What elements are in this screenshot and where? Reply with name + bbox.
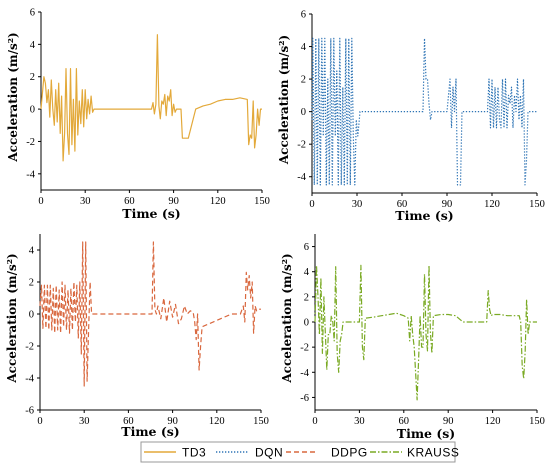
x-axis-title: Time (s) bbox=[122, 206, 180, 221]
x-tick-label: 30 bbox=[354, 416, 365, 427]
y-tick-label: 0 bbox=[304, 318, 309, 329]
y-tick-label: 4 bbox=[301, 42, 307, 53]
x-tick-label: 60 bbox=[124, 196, 135, 207]
x-tick-label: 150 bbox=[529, 416, 545, 427]
y-tick-label: -6 bbox=[25, 406, 34, 417]
y-tick-label: -4 bbox=[26, 169, 35, 180]
y-tick-label: 0 bbox=[301, 107, 306, 118]
x-tick-label: 30 bbox=[79, 416, 90, 427]
y-tick-label: -2 bbox=[297, 140, 306, 151]
y-axis-title: Acceleration (m/s²) bbox=[280, 253, 294, 383]
y-tick-label: -2 bbox=[26, 137, 35, 148]
legend: TD3 DQN DDPG KRAUSS bbox=[140, 441, 459, 463]
y-tick-label: -2 bbox=[300, 343, 309, 354]
y-axis-title: Acceleration (m/s²) bbox=[5, 253, 19, 383]
y-tick-label: 6 bbox=[301, 10, 306, 21]
x-tick-label: 0 bbox=[38, 196, 43, 207]
y-tick-label: 4 bbox=[29, 246, 35, 257]
x-tick-label: 120 bbox=[210, 196, 226, 207]
x-tick-label: 120 bbox=[484, 199, 500, 210]
x-tick-label: 60 bbox=[397, 199, 408, 210]
y-tick-label: 4 bbox=[30, 40, 36, 51]
y-tick-label: -4 bbox=[297, 172, 306, 183]
chart-panel-3: 0 30 60 90 120 150 4 2 0 -2 -4 -6 Time (s) Accelerati… bbox=[5, 234, 269, 439]
x-tick-label: 0 bbox=[37, 416, 42, 427]
x-tick-label: 120 bbox=[485, 416, 501, 427]
x-axis-title: Time (s) bbox=[397, 426, 455, 441]
x-tick-label: 120 bbox=[209, 416, 225, 427]
y-tick-label: 2 bbox=[29, 278, 34, 289]
legend-label-krauss: KRAUSS bbox=[407, 446, 459, 460]
y-tick-label: -6 bbox=[300, 393, 309, 404]
x-tick-label: 60 bbox=[399, 416, 410, 427]
y-tick-label: 6 bbox=[30, 8, 35, 19]
legend-label-ddpg: DDPG bbox=[331, 446, 368, 460]
x-axis-title: Time (s) bbox=[395, 208, 453, 223]
series-line-ddpg bbox=[39, 241, 261, 387]
y-tick-label: 2 bbox=[301, 75, 306, 86]
x-tick-label: 30 bbox=[352, 199, 363, 210]
x-tick-label: 30 bbox=[80, 196, 91, 207]
chart-panel-2: 0 30 60 90 120 150 6 4 2 0 -2 -4 Time (s) Acceleratio… bbox=[277, 10, 545, 224]
x-tick-label: 90 bbox=[443, 416, 454, 427]
x-tick-label: 0 bbox=[312, 416, 317, 427]
y-axis-title: Acceleration (m/s²) bbox=[6, 32, 20, 162]
x-tick-label: 150 bbox=[529, 199, 545, 210]
x-tick-label: 60 bbox=[123, 416, 134, 427]
series-line-dqn bbox=[311, 37, 537, 186]
x-tick-label: 90 bbox=[442, 199, 453, 210]
y-tick-label: -4 bbox=[25, 374, 34, 385]
series-line-krauss bbox=[314, 264, 537, 401]
x-axis-title: Time (s) bbox=[121, 424, 179, 439]
chart-panel-1: 0 30 60 90 120 150 6 4 2 0 -2 -4 Time (s) Acceleratio… bbox=[6, 8, 270, 222]
y-tick-label: 0 bbox=[30, 105, 35, 116]
legend-label-dqn: DQN bbox=[255, 446, 283, 460]
y-tick-label: 2 bbox=[30, 72, 35, 83]
series-line-td3 bbox=[40, 34, 262, 162]
x-tick-label: 150 bbox=[253, 416, 269, 427]
y-tick-label: 6 bbox=[304, 242, 309, 253]
y-tick-label: 0 bbox=[29, 310, 34, 321]
y-tick-label: 2 bbox=[304, 292, 309, 303]
y-tick-label: 4 bbox=[304, 267, 310, 278]
legend-label-td3: TD3 bbox=[182, 446, 206, 460]
x-tick-label: 0 bbox=[309, 199, 314, 210]
y-tick-label: -2 bbox=[25, 342, 34, 353]
y-tick-label: -4 bbox=[300, 368, 309, 379]
chart-panel-4: 0 30 60 90 120 150 6 4 2 0 -2 -4 -6 Time (s) Accelerat… bbox=[280, 234, 545, 441]
x-tick-label: 90 bbox=[167, 416, 178, 427]
x-tick-label: 150 bbox=[254, 196, 270, 207]
x-tick-label: 90 bbox=[168, 196, 179, 207]
y-axis-title: Acceleration (m/s²) bbox=[277, 35, 291, 165]
